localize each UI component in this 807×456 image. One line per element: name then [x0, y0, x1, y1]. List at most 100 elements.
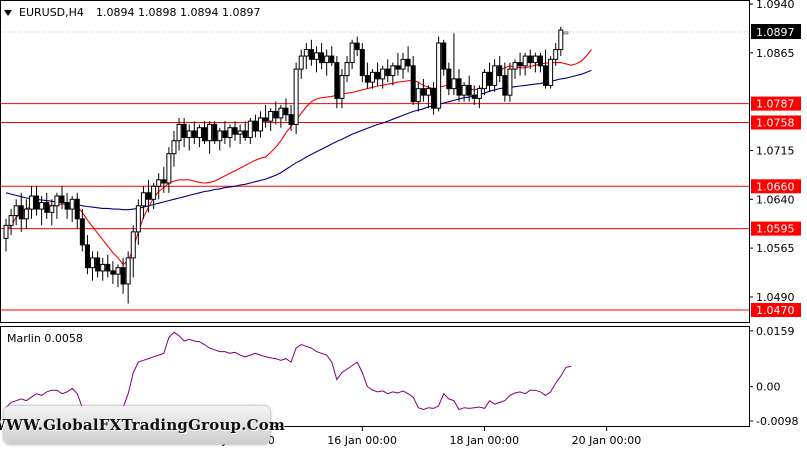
candle-body: [202, 127, 208, 142]
price-tick-label: 1.0715: [756, 144, 795, 157]
time-tick-label: 20 Jan 00:00: [572, 434, 642, 447]
candle-body: [140, 192, 146, 207]
candle-body: [431, 88, 437, 109]
candle-body: [212, 123, 218, 142]
watermark-banner: WWW.GlobalFXTradingGroup.Com: [0, 406, 285, 444]
slow-ma-series: [5, 69, 592, 211]
level-label: 1.0758: [756, 116, 795, 129]
chart-frame: [0, 0, 750, 427]
level-label-box: [751, 179, 801, 194]
candle-body: [222, 130, 228, 138]
candle-body: [13, 205, 19, 217]
candle-body: [456, 78, 462, 96]
candle-body: [293, 68, 299, 125]
candle-body: [3, 224, 9, 239]
candle-body: [237, 130, 243, 135]
candle-body: [125, 257, 131, 285]
candle-body: [461, 84, 467, 96]
candle-body: [354, 42, 360, 51]
candle-body: [120, 267, 126, 285]
osc-tick-label: 0.00: [756, 381, 781, 394]
candle-body: [130, 231, 136, 259]
collapse-triangle-icon[interactable]: [4, 10, 12, 16]
candle-body: [349, 42, 355, 64]
candle-body: [420, 88, 426, 96]
candle-body: [288, 114, 294, 125]
candle-body: [79, 218, 85, 246]
candle-body: [105, 263, 111, 272]
slow-ma-line: [5, 69, 592, 211]
time-tick-label: 18 Jan 00:00: [449, 434, 519, 447]
candle-body: [308, 49, 314, 60]
candle-body: [405, 58, 411, 67]
level-label-box: [751, 302, 801, 317]
candle-body: [268, 110, 274, 122]
candle-body: [44, 202, 50, 213]
candle-body: [115, 267, 121, 275]
candle-body: [156, 179, 162, 187]
candle-body: [258, 117, 263, 132]
price-tick-label: 1.0565: [756, 242, 795, 255]
candle-body: [90, 257, 96, 269]
main-pane-border: [0, 0, 750, 323]
candle-body: [558, 29, 564, 51]
candle-body: [84, 244, 90, 269]
candle-body: [313, 52, 319, 60]
candle-body: [171, 140, 177, 155]
candle-body: [263, 117, 269, 122]
candle-body: [283, 107, 289, 116]
candle-body: [359, 49, 365, 77]
candle-body: [247, 120, 253, 138]
candle-body: [548, 58, 554, 86]
candle-body: [481, 71, 487, 90]
candle-body: [487, 71, 493, 86]
candle-body: [329, 55, 335, 64]
candle-body: [207, 123, 213, 142]
candle-body: [74, 198, 80, 220]
candle-body: [334, 62, 340, 99]
candle-body: [54, 195, 60, 207]
candle-body: [303, 49, 309, 57]
candle-body: [217, 130, 223, 142]
candle-body: [451, 78, 457, 90]
candle-body: [441, 42, 447, 70]
candle-body: [191, 130, 197, 138]
candle-body: [380, 68, 386, 80]
candle-body: [415, 88, 421, 103]
candle-body: [339, 75, 345, 99]
candle-body: [278, 107, 284, 119]
candle-body: [95, 257, 101, 272]
candle-body: [390, 65, 396, 77]
candle-body: [436, 42, 442, 109]
level-lines: [0, 31, 749, 311]
level-label: 1.0470: [756, 304, 795, 317]
oscillator-label: Marlin 0.0058: [7, 332, 83, 345]
candle-body: [543, 65, 549, 86]
price-tick-label: 1.0865: [756, 47, 795, 60]
candle-body: [527, 55, 533, 64]
candle-body: [517, 62, 523, 67]
candle-body: [28, 195, 34, 210]
candle-body: [425, 88, 431, 96]
candle-body: [410, 65, 416, 103]
candle-body: [196, 127, 202, 138]
candle-body: [39, 202, 45, 210]
candle-body: [135, 205, 141, 233]
candle-body: [151, 185, 157, 200]
candle-body: [466, 84, 472, 96]
level-label: 1.0660: [756, 180, 795, 193]
price-axis: 1.0940 1.0865 1.0715 1.0640 1.0565 1.0490 1.07…: [749, 0, 801, 428]
candle-body: [319, 52, 325, 64]
candle-body: [563, 31, 569, 35]
candle-body: [110, 270, 116, 275]
candle-body: [181, 123, 187, 138]
candle-body: [69, 198, 75, 210]
candle-body: [522, 55, 528, 67]
candle-body: [64, 202, 70, 210]
candle-body: [186, 130, 192, 138]
oscillator-pane-border: [0, 326, 750, 427]
candle-body: [273, 110, 279, 119]
candle-body: [176, 123, 182, 142]
candle-body: [298, 55, 304, 70]
candle-body: [242, 130, 248, 138]
